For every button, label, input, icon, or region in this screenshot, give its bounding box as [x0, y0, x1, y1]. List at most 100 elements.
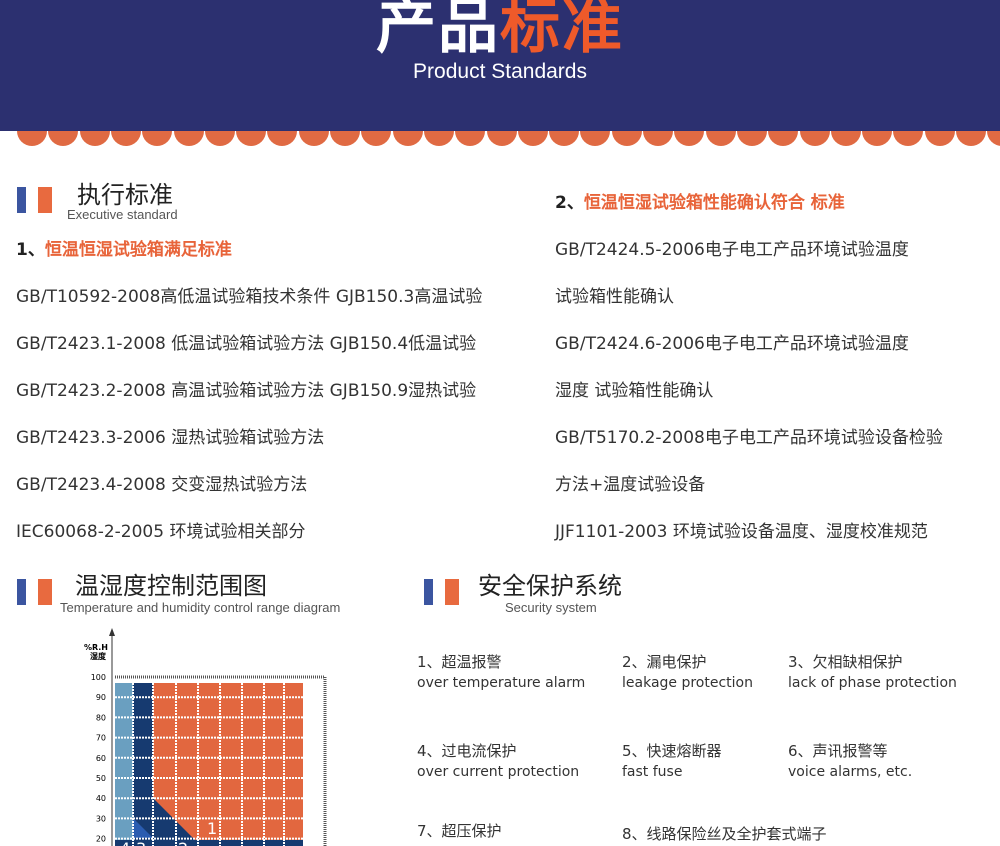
scallop	[799, 131, 830, 146]
scallop	[862, 131, 893, 146]
security-item: 2、漏电保护 leakage protection	[622, 652, 753, 694]
y-label: %R.H	[84, 643, 108, 652]
range-diagram: %R.H湿度 100 90 80 70 60 50 40 30 20 1 2 34	[84, 628, 327, 846]
scallop	[423, 131, 454, 146]
security-item-cn: 2、漏电保护	[622, 653, 707, 671]
section-marker-icon	[424, 579, 460, 605]
security-title: 安全保护系统	[478, 572, 622, 600]
title-orange: 标准	[500, 0, 624, 62]
y-tick-label: 30	[96, 814, 106, 823]
heading-text: 恒温恒湿试验箱满足标准	[44, 240, 232, 260]
scallop	[736, 131, 767, 146]
standard-line: GB/T2423.2-2008 高温试验箱试验方法 GJB150.9湿热试验	[16, 381, 477, 401]
y-tick-label: 20	[96, 835, 106, 844]
executive-subtitle: Executive standard	[67, 207, 178, 222]
security-item-cn: 5、快速熔断器	[622, 742, 722, 760]
scallop	[517, 131, 548, 146]
header-banner: 产品标准 Product Standards	[0, 0, 1000, 131]
scallop	[204, 131, 235, 146]
standard-line: GB/T2423.1-2008 低温试验箱试验方法 GJB150.4低温试验	[16, 334, 477, 354]
title-white: 产品	[376, 0, 500, 62]
scallop	[987, 131, 1000, 146]
y-tick-label: 90	[96, 693, 106, 702]
y-label: 湿度	[90, 651, 107, 661]
standard-line: GB/T10592-2008高低温试验箱技术条件 GJB150.3高温试验	[16, 287, 483, 307]
region-bottom	[115, 840, 303, 846]
heading-number: 2、	[555, 193, 584, 213]
y-tick-label: 70	[96, 734, 106, 743]
security-item: 5、快速熔断器 fast fuse	[622, 741, 722, 783]
scallop	[361, 131, 392, 146]
scallop	[17, 131, 47, 146]
heading-number: 1、	[16, 240, 45, 260]
scallop	[267, 131, 298, 146]
security-item-cn: 6、声讯报警等	[788, 742, 888, 760]
standard-line: GB/T5170.2-2008电子电工产品环境试验设备检验	[555, 428, 943, 448]
scallop	[768, 131, 799, 146]
scallop	[330, 131, 360, 146]
section-marker-icon	[17, 579, 53, 605]
scallop	[924, 131, 955, 146]
standard-line: GB/T2423.3-2006 湿热试验箱试验方法	[16, 428, 325, 448]
scallop	[830, 131, 861, 146]
y-tick-label: 50	[96, 774, 106, 783]
security-item: 3、欠相缺相保护 lack of phase protection	[788, 652, 957, 694]
region-label: 4	[120, 839, 130, 846]
standard-line: 湿度 试验箱性能确认	[555, 381, 714, 401]
y-tick-label: 60	[96, 754, 106, 763]
scallop-border	[0, 131, 1000, 149]
security-item-en: lack of phase protection	[788, 675, 957, 691]
scallop	[893, 131, 924, 146]
security-item-cn: 4、过电流保护	[417, 742, 517, 760]
standard-line: GB/T2423.4-2008 交变湿热试验方法	[16, 475, 308, 495]
security-item: 8、线路保险丝及全护套式端子	[622, 824, 827, 845]
scallop	[674, 131, 705, 146]
scallop	[298, 131, 329, 146]
scallop	[79, 131, 110, 146]
scallop	[236, 131, 267, 146]
y-axis-arrow-icon	[109, 628, 115, 636]
standard-line: JJF1101-2003 环境试验设备温度、湿度校准规范	[555, 522, 928, 542]
scallop	[142, 131, 173, 146]
scallop	[705, 131, 736, 146]
y-tick-label: 80	[96, 713, 106, 722]
region-label: 3	[136, 839, 146, 846]
scallop	[580, 131, 611, 146]
scallop	[455, 131, 486, 146]
scallop	[486, 131, 517, 146]
security-item: 4、过电流保护 over current protection	[417, 741, 579, 783]
heading-text: 恒温恒湿试验箱性能确认符合 标准	[583, 193, 845, 213]
security-item-cn: 7、超压保护	[417, 822, 502, 840]
range-subtitle: Temperature and humidity control range d…	[60, 600, 341, 615]
security-item-en: voice alarms, etc.	[788, 764, 913, 780]
security-item-cn: 1、超温报警	[417, 653, 502, 671]
range-title: 温湿度控制范围图	[75, 572, 267, 600]
scallop	[173, 131, 204, 146]
section-marker-icon	[17, 187, 53, 213]
security-item-cn: 3、欠相缺相保护	[788, 653, 903, 671]
standard-line: 试验箱性能确认	[555, 287, 674, 307]
page-subtitle: Product Standards	[413, 60, 587, 83]
security-item: 6、声讯报警等 voice alarms, etc.	[788, 741, 912, 783]
region-label: 1	[207, 819, 217, 838]
security-item-en: leakage protection	[622, 675, 753, 691]
region-3	[133, 683, 153, 846]
security-item-en: fast fuse	[622, 764, 683, 780]
standard-line: GB/T2424.6-2006电子电工产品环境试验温度	[555, 334, 909, 354]
security-item: 1、超温报警 over temperature alarm	[417, 652, 585, 694]
page-title: 产品标准	[0, 0, 1000, 65]
scallop	[549, 131, 580, 146]
region-4	[115, 683, 133, 846]
scallop	[110, 131, 141, 146]
region-label: 2	[178, 839, 188, 846]
security-item-en: over current protection	[417, 764, 580, 780]
security-item-en: over temperature alarm	[417, 675, 586, 691]
security-item: 7、超压保护	[417, 821, 502, 842]
security-item-cn: 8、线路保险丝及全护套式端子	[622, 825, 827, 843]
standard-line: 方法+温度试验设备	[555, 475, 706, 495]
scallop	[611, 131, 642, 146]
standard-line: GB/T2424.5-2006电子电工产品环境试验温度	[555, 240, 909, 260]
executive-title: 执行标准	[77, 181, 173, 209]
scallop	[392, 131, 423, 146]
region-2b	[133, 818, 153, 838]
